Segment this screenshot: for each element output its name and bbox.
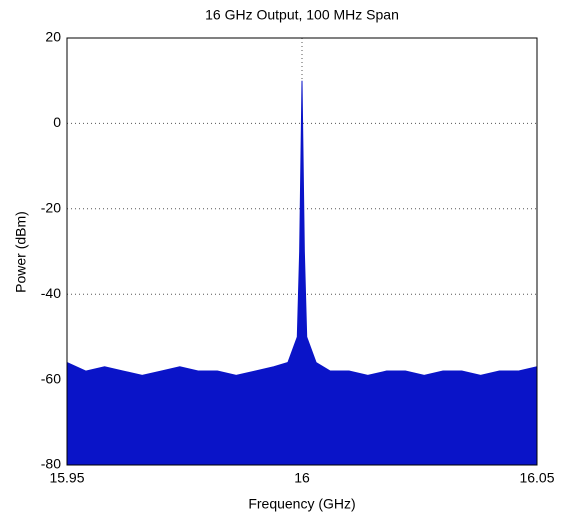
x-tick-label: 16	[294, 470, 310, 486]
x-axis-label: Frequency (GHz)	[248, 496, 355, 512]
plot-frame	[66, 37, 538, 466]
chart-title: 16 GHz Output, 100 MHz Span	[205, 7, 399, 23]
y-tick-label: -80	[41, 456, 61, 472]
spectrum-area	[66, 80, 538, 466]
y-tick-label: -40	[41, 285, 61, 301]
y-axis-label: Power (dBm)	[13, 211, 29, 293]
y-tick-label: 20	[45, 29, 61, 45]
y-tick-label: -60	[41, 370, 61, 386]
x-tick-label: 15.95	[49, 470, 84, 486]
y-tick-label: -20	[41, 200, 61, 216]
x-tick-label: 16.05	[519, 470, 554, 486]
y-tick-label: 0	[53, 114, 61, 130]
